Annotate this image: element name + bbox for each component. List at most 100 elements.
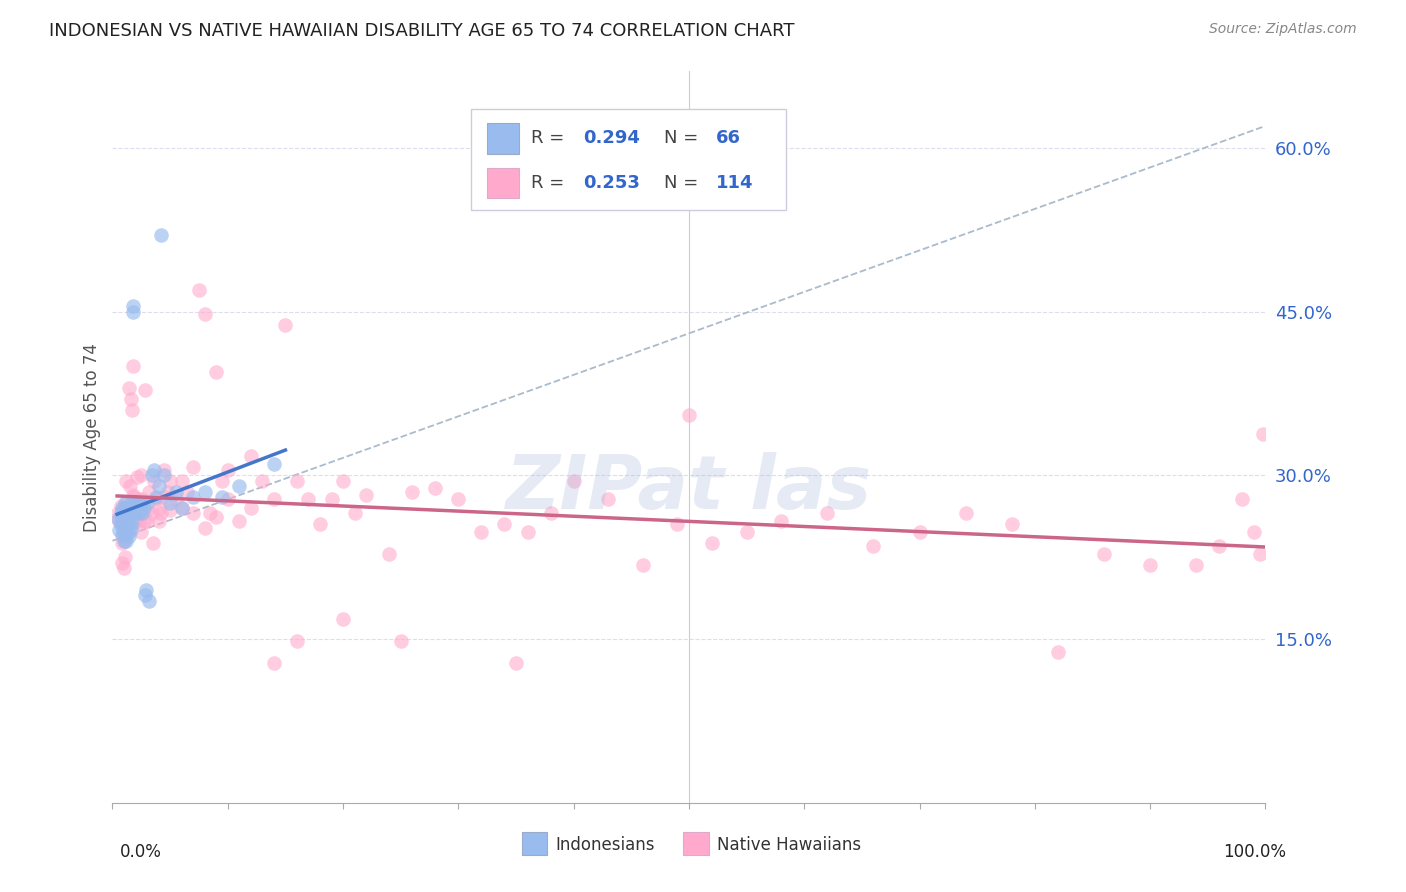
Point [332, 612, 354, 626]
Point [343, 507, 366, 521]
Point [170, 474, 193, 488]
Point [194, 484, 217, 499]
Point [121, 517, 143, 532]
Point [111, 521, 134, 535]
Point [129, 524, 153, 539]
Point [205, 509, 228, 524]
Point [115, 495, 138, 509]
Point [228, 514, 250, 528]
FancyBboxPatch shape [488, 123, 519, 153]
Y-axis label: Disability Age 65 to 74: Disability Age 65 to 74 [83, 343, 101, 532]
Point [200, 507, 222, 521]
Point [115, 501, 138, 516]
Point [118, 479, 141, 493]
Point [112, 533, 135, 548]
Point [143, 463, 166, 477]
Point [117, 501, 139, 516]
Point [120, 392, 142, 406]
Point [143, 474, 166, 488]
Point [170, 501, 193, 516]
Point [153, 490, 176, 504]
Point [127, 492, 149, 507]
Point [110, 507, 132, 521]
Point [145, 492, 167, 507]
FancyBboxPatch shape [488, 168, 519, 198]
Point [129, 468, 153, 483]
Text: 0.0%: 0.0% [120, 843, 162, 861]
Point [188, 283, 211, 297]
Point [194, 307, 217, 321]
Point [389, 634, 412, 648]
Point [120, 523, 142, 537]
Point [562, 474, 585, 488]
Point [217, 463, 239, 477]
Point [121, 507, 143, 521]
Point [136, 503, 159, 517]
Point [148, 501, 170, 516]
Point [598, 492, 620, 507]
Point [117, 527, 139, 541]
Point [124, 512, 146, 526]
Text: Native Hawaiians: Native Hawaiians [717, 836, 860, 855]
Text: 0.253: 0.253 [583, 174, 640, 192]
Point [181, 490, 204, 504]
Point [181, 507, 204, 521]
Point [112, 501, 135, 516]
Point [124, 509, 146, 524]
Point [128, 507, 150, 521]
Point [111, 523, 134, 537]
Point [117, 529, 139, 543]
Point [136, 514, 159, 528]
Point [955, 507, 977, 521]
Point [149, 228, 172, 243]
Text: 100.0%: 100.0% [1223, 843, 1286, 861]
Point [165, 484, 187, 499]
Point [122, 304, 145, 318]
Point [110, 517, 132, 532]
Point [115, 512, 138, 526]
Point [110, 517, 132, 532]
Point [309, 517, 332, 532]
Text: 0.294: 0.294 [583, 129, 640, 147]
Point [165, 492, 187, 507]
Point [205, 365, 228, 379]
FancyBboxPatch shape [683, 832, 709, 855]
Point [129, 495, 152, 509]
Point [540, 507, 562, 521]
Point [117, 517, 139, 532]
Point [129, 495, 153, 509]
Point [770, 514, 793, 528]
Point [115, 533, 138, 548]
Point [239, 501, 262, 516]
Point [112, 533, 135, 548]
Point [263, 492, 285, 507]
Point [211, 490, 233, 504]
Point [117, 503, 139, 517]
Point [1139, 558, 1161, 572]
Point [111, 528, 134, 542]
Point [107, 512, 129, 526]
Point [108, 512, 131, 526]
Point [138, 484, 160, 499]
Point [124, 501, 146, 516]
Text: Indonesians: Indonesians [555, 836, 655, 855]
Point [145, 490, 167, 504]
Point [128, 514, 150, 528]
Point [114, 495, 136, 509]
Point [114, 550, 136, 565]
Point [111, 556, 134, 570]
Point [425, 482, 447, 496]
Point [127, 495, 149, 509]
Point [678, 409, 700, 423]
Point [124, 507, 146, 521]
Point [122, 488, 145, 502]
Point [735, 524, 758, 539]
Point [111, 512, 134, 526]
Point [117, 503, 139, 517]
Text: R =: R = [531, 174, 569, 192]
Point [297, 492, 319, 507]
FancyBboxPatch shape [522, 832, 547, 855]
Point [131, 507, 153, 521]
Point [263, 656, 285, 670]
Point [117, 517, 139, 532]
